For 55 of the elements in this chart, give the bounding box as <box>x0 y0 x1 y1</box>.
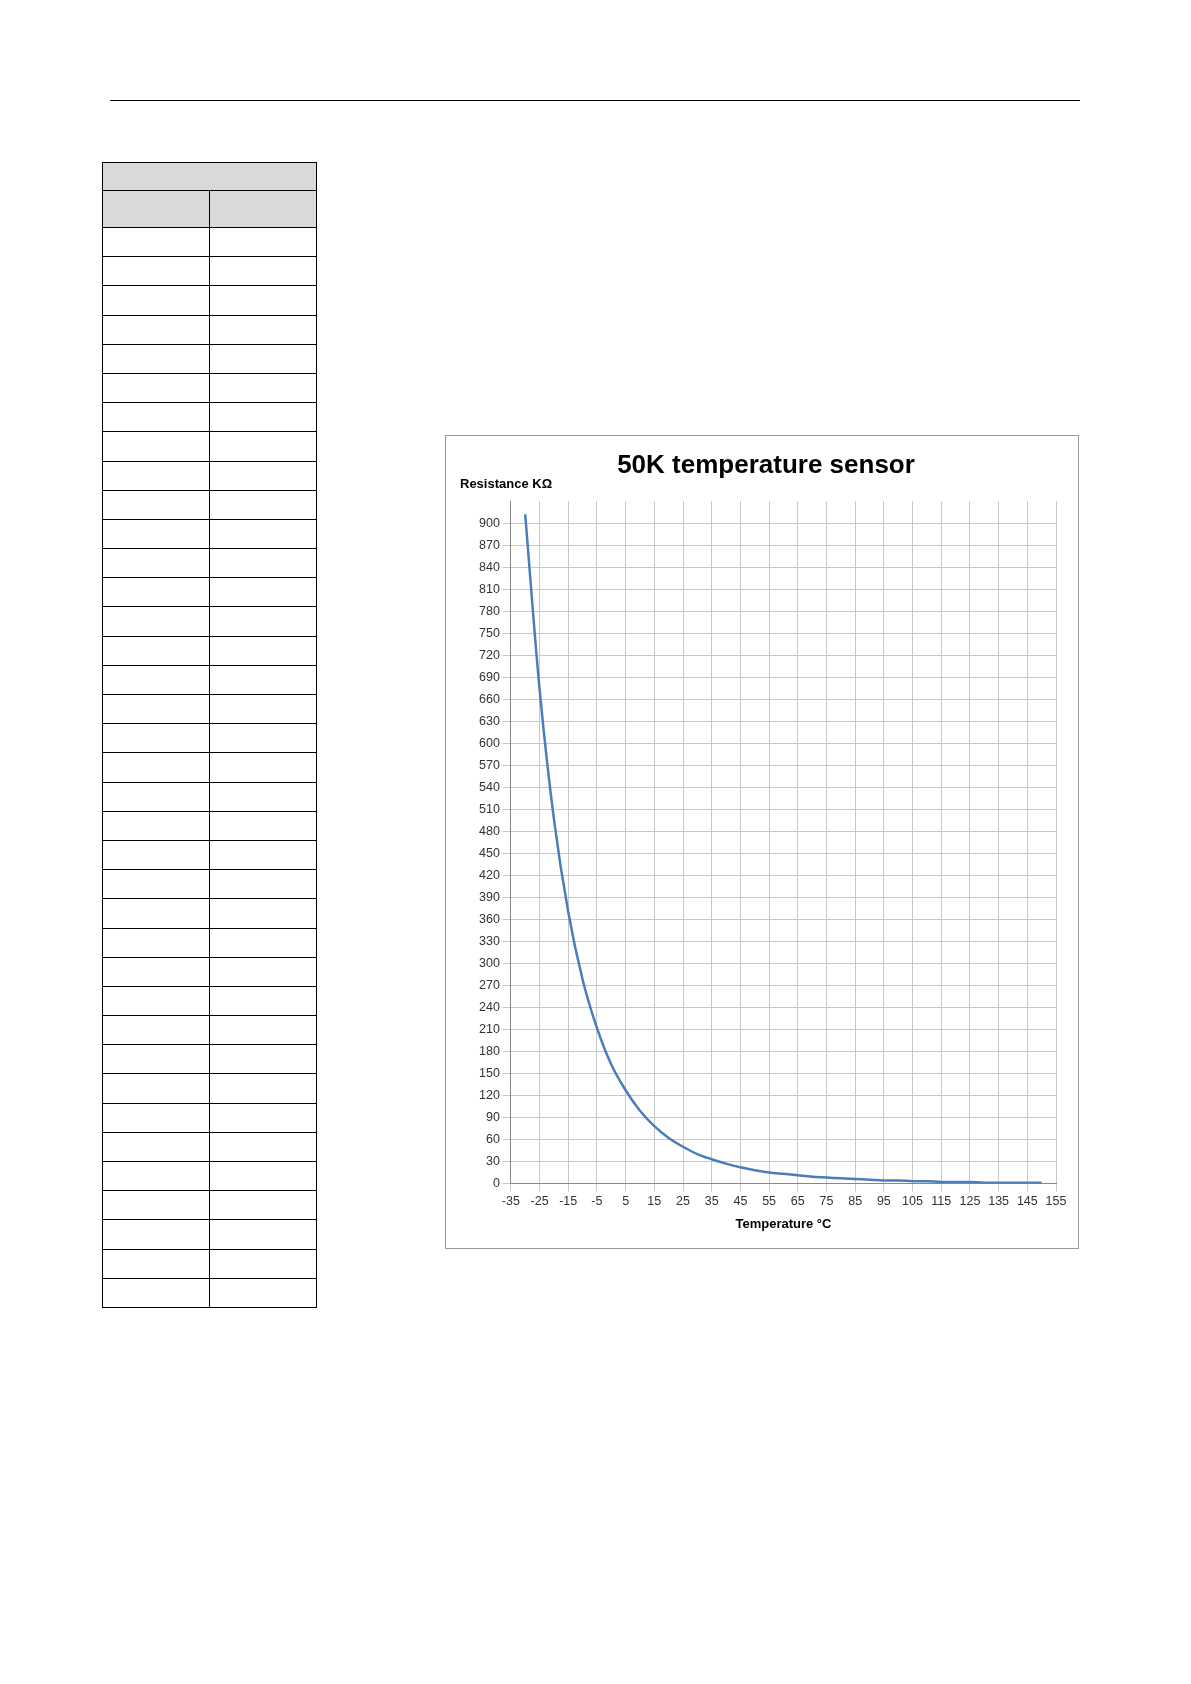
y-tick-label: 240 <box>479 999 500 1014</box>
y-tick-label: 510 <box>479 801 500 816</box>
y-tick-label: 30 <box>485 1153 500 1168</box>
y-tick-label: 840 <box>479 559 500 574</box>
y-tick-label: 0 <box>492 1175 500 1190</box>
y-tick-label: 660 <box>479 691 500 706</box>
x-tick-label: 155 <box>1045 1194 1067 1209</box>
y-tick-label: 630 <box>479 713 500 728</box>
y-tick-label: 600 <box>479 735 500 750</box>
x-tick-label: -25 <box>530 1194 549 1209</box>
y-tick-label: 900 <box>479 515 500 530</box>
x-tick-label: 95 <box>876 1194 891 1209</box>
x-tick-label: 65 <box>790 1194 805 1209</box>
x-tick-label: 75 <box>819 1194 834 1209</box>
y-tick-label: 120 <box>479 1087 500 1102</box>
x-tick-label: 5 <box>622 1194 630 1209</box>
y-tick-label: 360 <box>479 911 500 926</box>
x-tick-label: -15 <box>559 1194 578 1209</box>
y-tick-label: 270 <box>479 977 500 992</box>
y-tick-label: 90 <box>485 1109 500 1124</box>
x-tick-label: 25 <box>676 1194 691 1209</box>
x-tick-label: 55 <box>762 1194 777 1209</box>
x-tick-label: 145 <box>1016 1194 1038 1209</box>
y-tick-label: 540 <box>479 779 500 794</box>
y-axis-title: Resistance KΩ <box>460 475 553 491</box>
line-series <box>523 513 1043 1184</box>
y-tick-label: 450 <box>479 845 500 860</box>
x-tick-label: 35 <box>704 1194 719 1209</box>
x-tick-label: 15 <box>647 1194 662 1209</box>
y-tick-label: 150 <box>479 1065 500 1080</box>
y-tick-label: 210 <box>479 1021 500 1036</box>
y-tick-label: 480 <box>479 823 500 838</box>
y-tick-label: 690 <box>479 669 500 684</box>
x-tick-label: -35 <box>501 1194 520 1209</box>
x-tick-label: 125 <box>959 1194 981 1209</box>
x-tick-label: -5 <box>591 1194 603 1209</box>
x-tick-label: 115 <box>931 1194 952 1209</box>
x-tick-label: 135 <box>988 1194 1010 1209</box>
x-axis-title: Temperature °C <box>735 1215 833 1231</box>
y-tick-label: 60 <box>485 1131 500 1146</box>
y-tick-label: 780 <box>479 603 500 618</box>
y-tick-label: 390 <box>479 889 500 904</box>
x-tick-label: 105 <box>902 1194 924 1209</box>
x-tick-label: 45 <box>733 1194 748 1209</box>
y-tick-label: 180 <box>479 1043 500 1058</box>
y-tick-label: 330 <box>479 933 500 948</box>
y-tick-label: 810 <box>479 581 500 596</box>
chart-title: 50K temperature sensor <box>617 448 915 479</box>
y-tick-label: 300 <box>479 955 500 970</box>
x-tick-label: 85 <box>848 1194 863 1209</box>
y-tick-label: 720 <box>479 647 500 662</box>
y-tick-label: 570 <box>479 757 500 772</box>
y-tick-label: 750 <box>479 625 500 640</box>
y-tick-label: 870 <box>479 537 500 552</box>
y-tick-label: 420 <box>479 867 500 882</box>
